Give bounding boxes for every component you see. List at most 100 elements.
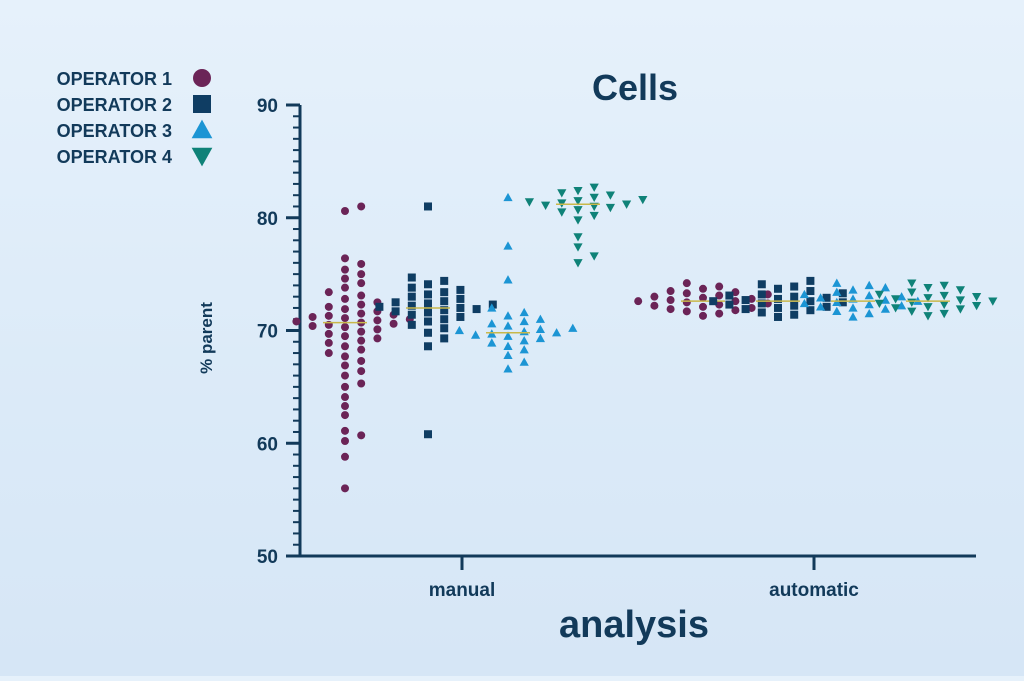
data-point — [897, 292, 907, 301]
data-point — [605, 203, 615, 213]
data-point — [357, 356, 366, 365]
data-point — [391, 307, 400, 316]
data-point — [456, 312, 465, 321]
data-point — [838, 289, 847, 298]
data-point — [774, 284, 782, 293]
data-point — [503, 275, 513, 284]
data-point — [324, 329, 333, 338]
data-point — [472, 305, 481, 314]
data-point — [324, 302, 333, 311]
data-point — [454, 325, 464, 335]
data-point — [699, 311, 707, 320]
y-tick-label: 50 — [257, 547, 278, 568]
data-point — [891, 295, 901, 304]
data-point — [757, 299, 766, 308]
data-point — [519, 345, 529, 354]
data-point — [806, 306, 815, 315]
data-point — [605, 191, 615, 200]
data-point — [324, 349, 333, 358]
data-point — [357, 336, 366, 345]
data-point — [324, 288, 333, 297]
data-point — [650, 292, 659, 301]
data-point — [699, 293, 707, 302]
data-point — [341, 314, 349, 323]
data-point — [589, 211, 599, 221]
data-point — [341, 274, 349, 283]
data-point — [939, 281, 949, 290]
data-point — [341, 283, 349, 292]
data-point — [790, 301, 799, 310]
data-point — [666, 305, 675, 314]
data-point — [568, 323, 578, 332]
data-point — [503, 350, 513, 359]
data-point — [471, 330, 481, 339]
data-point — [638, 196, 648, 205]
data-point — [955, 286, 965, 295]
legend: OPERATOR 1 OPERATOR 2 OPERATOR 3 OPERATOR 4 — [57, 69, 213, 167]
data-point — [552, 328, 562, 337]
data-point — [774, 312, 782, 321]
data-point — [939, 291, 949, 301]
data-point — [535, 333, 545, 343]
data-point — [573, 197, 583, 206]
data-point — [923, 283, 933, 293]
data-point — [806, 287, 815, 296]
legend-marker-triangle-down — [191, 147, 213, 167]
data-point — [357, 270, 366, 279]
data-point — [864, 299, 874, 309]
data-point — [524, 198, 534, 207]
data-point — [634, 297, 643, 306]
data-point — [456, 285, 465, 294]
data-point — [725, 291, 734, 300]
data-point — [519, 357, 529, 366]
data-point — [424, 342, 432, 351]
data-point — [407, 273, 416, 282]
data-point — [357, 367, 366, 376]
data-point — [341, 206, 349, 215]
data-point — [424, 299, 432, 308]
data-point — [573, 216, 583, 225]
data-point — [715, 309, 724, 318]
data-point — [519, 336, 529, 345]
data-point — [357, 309, 366, 318]
data-point — [341, 265, 349, 274]
data-point — [341, 352, 349, 361]
x-axis-label: analysis — [559, 604, 709, 646]
data-point — [357, 379, 366, 388]
data-point — [487, 338, 497, 347]
data-point — [557, 189, 567, 198]
data-point — [757, 290, 766, 299]
data-point — [341, 452, 349, 461]
data-point — [341, 254, 349, 263]
data-point — [341, 484, 349, 493]
legend-label: OPERATOR 4 — [57, 147, 172, 167]
data-point — [357, 291, 366, 300]
data-point — [407, 301, 416, 310]
data-point — [341, 371, 349, 380]
data-point — [880, 283, 890, 292]
data-point — [456, 294, 465, 303]
data-point — [407, 320, 416, 329]
data-point — [923, 294, 933, 303]
data-point — [741, 305, 750, 314]
data-point — [487, 303, 497, 312]
data-point — [357, 300, 366, 309]
data-point — [373, 316, 382, 325]
data-point — [864, 290, 874, 300]
data-point — [790, 292, 799, 301]
data-point — [880, 295, 890, 304]
data-point — [324, 311, 333, 320]
data-point — [790, 310, 799, 319]
data-point — [407, 283, 416, 292]
data-point — [341, 382, 349, 391]
chart-title: Cells — [592, 67, 678, 108]
data-point — [503, 311, 513, 320]
legend-marker-square — [193, 95, 211, 113]
data-point — [424, 290, 432, 299]
data-point — [832, 287, 842, 296]
data-point — [822, 302, 831, 311]
data-point — [341, 426, 349, 435]
data-point — [357, 327, 366, 336]
legend-marker-circle — [193, 69, 211, 87]
